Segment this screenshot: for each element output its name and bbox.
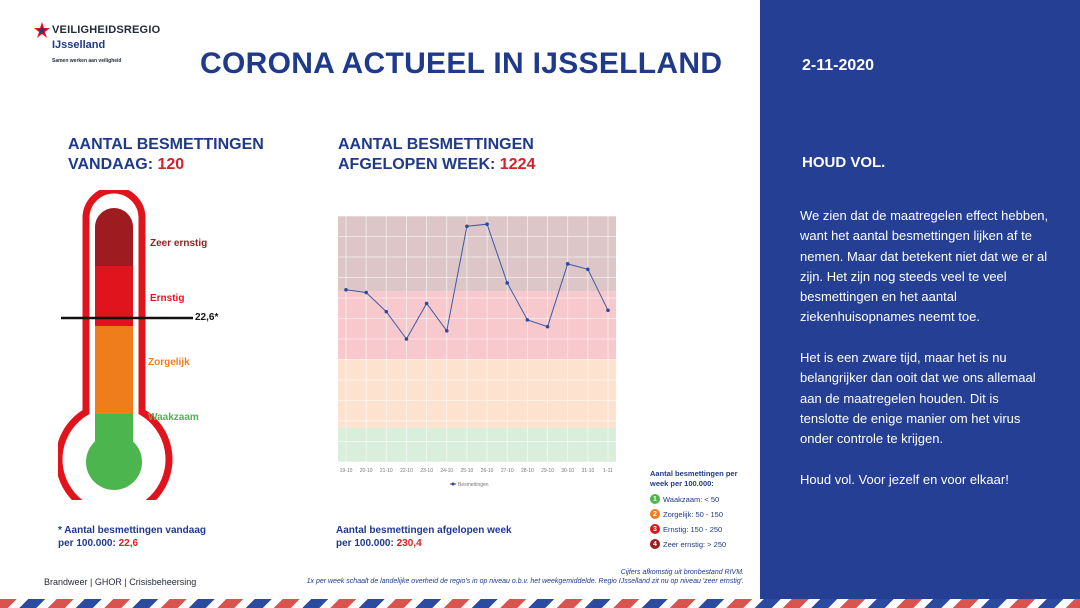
panel-paragraph: We zien dat de maatregelen effect hebben…: [800, 208, 1049, 325]
legend-item: 4 Zeer ernstig: > 250: [650, 539, 750, 549]
x-tick-label: 21-10: [380, 468, 393, 474]
data-point: [545, 324, 550, 329]
week-footnote-label: per 100.000:: [336, 538, 397, 549]
band-label-zeer-ernstig: Zeer ernstig: [150, 238, 208, 249]
chart-band: [338, 359, 616, 428]
thermometer-marker-value: 22,6*: [195, 312, 219, 323]
panel-paragraph: Houd vol. Voor jezelf en voor elkaar!: [800, 471, 1009, 487]
band-label-waakzaam: Waakzaam: [148, 412, 199, 423]
week-heading-line1: AANTAL BESMETTINGEN: [338, 136, 534, 153]
legend-item: 2 Zorgelijk: 50 - 150: [650, 509, 750, 519]
x-tick-label: 23-10: [420, 468, 433, 474]
x-tick-label: 31-10: [581, 468, 594, 474]
data-point: [344, 288, 348, 292]
data-point: [465, 224, 469, 229]
footer-source: Cijfers afkomstig uit bronbestand RIVM. …: [307, 568, 744, 586]
legend-number-icon: 2: [650, 509, 660, 519]
legend-number-icon: 3: [650, 524, 660, 534]
band-zeer-ernstig: [95, 208, 133, 266]
today-heading-label: VANDAAG:: [68, 156, 158, 173]
legend-label: Ernstig: 150 - 250: [663, 524, 723, 534]
chart-band: [338, 291, 616, 360]
thermometer: Zeer ernstig Ernstig Zorgelijk Waakzaam …: [58, 190, 298, 500]
week-footnote-line1: Aantal besmettingen afgelopen week: [336, 525, 512, 536]
footer-source-line1: Cijfers afkomstig uit bronbestand RIVM.: [620, 569, 744, 576]
panel-date: 2-11-2020: [802, 57, 875, 74]
panel-paragraph: Het is een zware tijd, maar het is nu be…: [800, 350, 1036, 447]
logo-name: VEILIGHEIDSREGIO: [52, 24, 161, 36]
data-point: [606, 308, 610, 313]
data-point: [444, 329, 449, 333]
today-heading: AANTAL BESMETTINGEN VANDAAG: 120: [68, 135, 264, 175]
week-heading-line2: AFGELOPEN WEEK: 1224: [338, 155, 535, 175]
data-point: [586, 267, 590, 272]
thermometer-graphic: [58, 190, 193, 500]
logo-region: IJsselland: [52, 39, 106, 51]
series-legend-marker: [451, 482, 455, 486]
today-heading-line1: AANTAL BESMETTINGEN: [68, 136, 264, 153]
decorative-stripe: [0, 599, 1080, 608]
x-tick-label: 30-10: [561, 468, 574, 474]
week-footnote: Aantal besmettingen afgelopen week per 1…: [336, 524, 512, 550]
legend-label: Zorgelijk: 50 - 150: [663, 509, 724, 519]
level-legend: Aantal besmettingen per week per 100.000…: [650, 469, 750, 549]
data-point: [485, 222, 489, 226]
chart-band: [338, 216, 616, 292]
today-footnote-label: per 100.000:: [58, 538, 119, 549]
series-line: [345, 223, 609, 340]
legend-number-icon: 4: [650, 539, 660, 549]
legend-title: Aantal besmettingen per week per 100.000…: [650, 469, 738, 488]
today-heading-line2: VANDAAG: 120: [68, 155, 264, 175]
x-tick-label: 19-10: [340, 468, 353, 474]
x-tick-label: 20-10: [360, 468, 373, 474]
footer-source-line2: 1x per week schaalt de landelijke overhe…: [306, 578, 744, 585]
legend-label: Zeer ernstig: > 250: [663, 539, 727, 549]
data-point: [364, 290, 368, 295]
data-point: [384, 309, 389, 314]
data-point: [565, 262, 570, 266]
band-label-ernstig: Ernstig: [150, 293, 185, 304]
page-title: CORONA ACTUEEL IN IJSSELLAND: [200, 47, 723, 80]
week-line-chart: 19-10 20-10 21-10 22-10 23-10 24-10 25-10 26-10…: [338, 215, 616, 488]
legend-number-icon: 1: [650, 494, 660, 504]
series-legend-label: Besmettingen: [458, 482, 489, 488]
today-count: 120: [157, 156, 185, 173]
x-tick-label: 27-10: [501, 468, 514, 474]
week-count: 1224: [499, 156, 536, 173]
info-panel: 2-11-2020 HOUD VOL. We zien dat de maatr…: [760, 0, 1080, 608]
data-point: [404, 337, 409, 341]
x-tick-label: 1-11: [603, 468, 613, 474]
x-tick-label: 25-10: [461, 468, 474, 474]
chart-band: [338, 427, 616, 462]
today-footnote-value: 22,6: [118, 538, 139, 549]
x-tick-label: 24-10: [440, 468, 453, 474]
data-point: [525, 318, 530, 322]
legend-item: 1 Waakzaam: < 50: [650, 494, 750, 504]
logo-star-icon: [34, 22, 50, 38]
week-heading-label: AFGELOPEN WEEK:: [338, 156, 500, 173]
week-footnote-line2: per 100.000: 230,4: [336, 537, 512, 550]
today-footnote-line2: per 100.000: 22,6: [58, 537, 206, 550]
legend-item: 3 Ernstig: 150 - 250: [650, 524, 750, 534]
footer-organisations: Brandweer | GHOR | Crisisbeheersing: [44, 577, 197, 587]
x-tick-label: 28-10: [521, 468, 534, 474]
band-label-zorgelijk: Zorgelijk: [148, 357, 190, 368]
panel-body: We zien dat de maatregelen effect hebben…: [800, 206, 1050, 510]
panel-heading: HOUD VOL.: [802, 154, 886, 171]
x-tick-label: 26-10: [481, 468, 494, 474]
week-heading: AANTAL BESMETTINGEN AFGELOPEN WEEK: 1224: [338, 135, 535, 175]
thermometer-bulb: [86, 434, 142, 490]
band-ernstig: [95, 266, 133, 326]
today-footnote-line1: * Aantal besmettingen vandaag: [58, 525, 206, 536]
data-point: [505, 281, 510, 285]
logo-tagline: Samen werken aan veiligheid: [52, 58, 122, 64]
x-tick-label: 29-10: [541, 468, 554, 474]
data-point: [424, 301, 429, 306]
legend-label: Waakzaam: < 50: [663, 494, 720, 504]
today-footnote: * Aantal besmettingen vandaag per 100.00…: [58, 524, 206, 550]
band-zorgelijk: [95, 326, 133, 414]
week-footnote-value: 230,4: [396, 538, 422, 549]
x-tick-label: 22-10: [400, 468, 413, 474]
